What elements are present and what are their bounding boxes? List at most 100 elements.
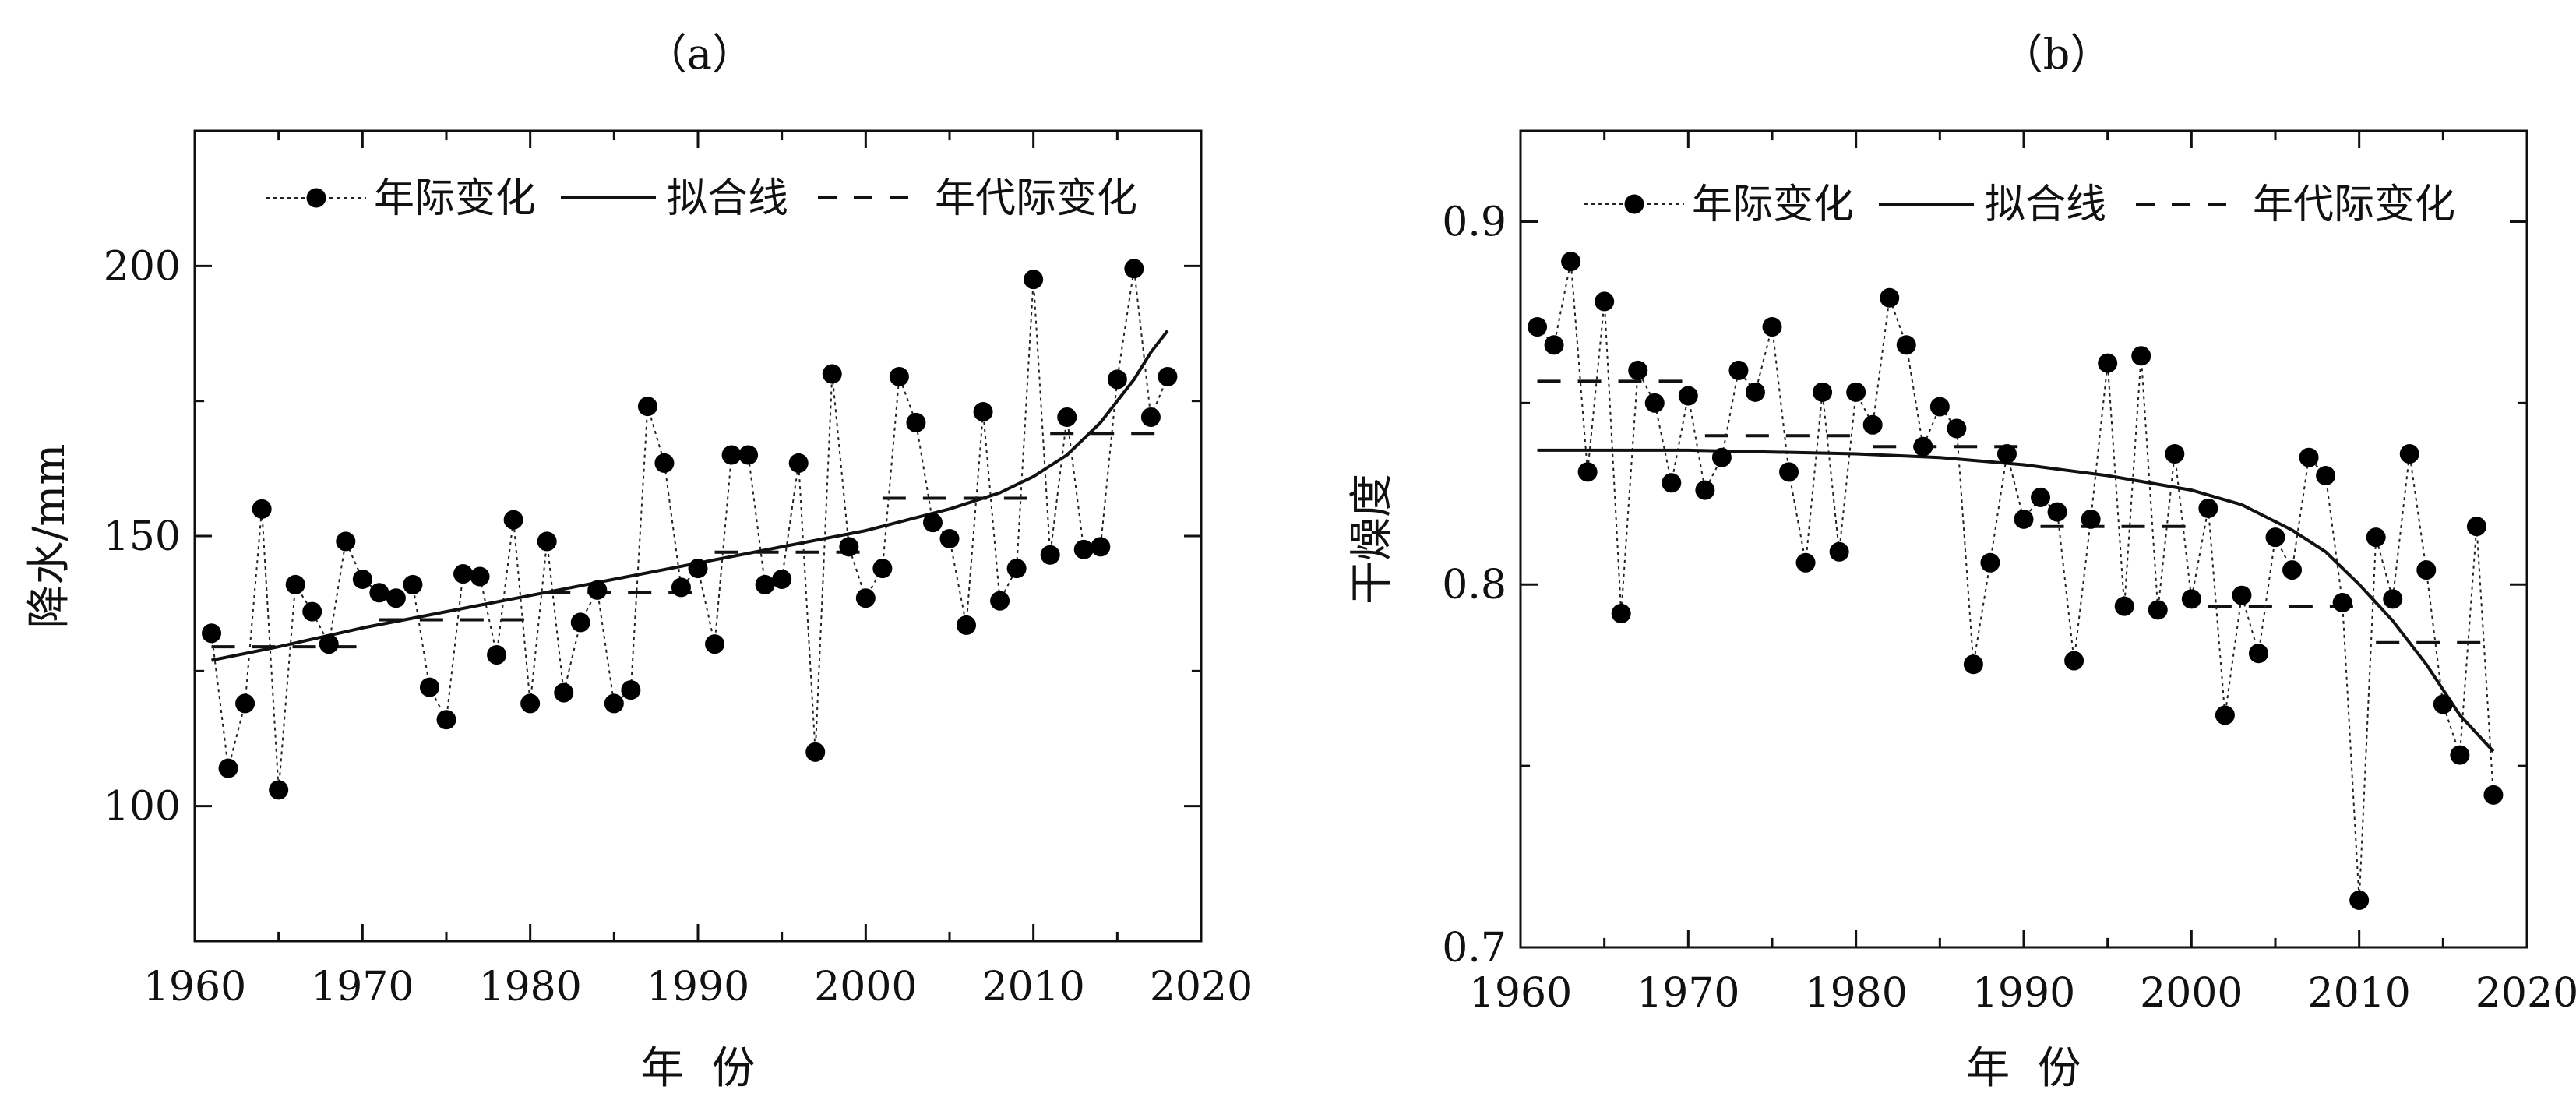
annual-point: [721, 445, 742, 465]
annual-point: [1762, 317, 1782, 337]
annual-point: [2198, 498, 2218, 518]
annual-point: [1745, 382, 1765, 402]
annual-point: [2014, 509, 2034, 529]
annual-point: [805, 742, 826, 762]
annual-point: [1611, 603, 1631, 623]
panel-b-ticks: 1960 1970 1980 1990 2000 2010 2020 0.7 0.8 0.9: [1442, 131, 2576, 1017]
legend-label: 拟合线: [667, 175, 788, 222]
annual-point: [1024, 270, 1044, 290]
annual-series-line: [210, 268, 1168, 790]
annual-point: [2114, 596, 2134, 616]
fit-line: [1537, 448, 2495, 753]
legend-label: 年际变化: [1692, 182, 1854, 228]
legend-annual-marker: [1624, 194, 1644, 214]
annual-point: [587, 580, 608, 600]
annual-point: [302, 601, 322, 622]
annual-point: [2366, 527, 2386, 548]
annual-point: [637, 397, 657, 417]
annual-point: [2466, 517, 2486, 537]
annual-point: [269, 780, 289, 800]
annual-point: [1628, 360, 1648, 380]
panel-b-legend: 年际变化 拟合线 年代际变化: [1584, 182, 2455, 228]
legend-label: 年际变化: [374, 175, 536, 222]
x-tick-label: 1980: [1804, 970, 1907, 1017]
annual-point: [1140, 407, 1161, 427]
annual-point: [772, 569, 792, 589]
x-tick-label: 2020: [2476, 970, 2576, 1017]
annual-point: [2316, 465, 2336, 485]
annual-point: [2332, 593, 2352, 613]
annual-point: [1124, 259, 1144, 279]
annual-point: [688, 559, 708, 579]
y-tick-label: 100: [104, 784, 181, 831]
annual-point: [1947, 418, 1967, 439]
annual-point: [1107, 369, 1127, 390]
annual-point: [2399, 444, 2419, 464]
annual-point: [2098, 353, 2118, 373]
annual-point: [1996, 444, 2017, 464]
annual-point: [537, 531, 557, 552]
x-tick-label: 2020: [1150, 964, 1253, 1010]
annual-point: [1158, 366, 1178, 386]
annual-point: [2483, 785, 2504, 805]
x-tick-label: 2000: [814, 964, 917, 1010]
panel-b-aridity: （b） 1960 1970 1980 1990 2000 2010 2020 0.7 0.8 0.…: [1347, 30, 2576, 1094]
annual-point: [1862, 414, 1883, 435]
annual-point: [570, 612, 590, 633]
annual-point: [1577, 462, 1598, 482]
annual-point: [285, 574, 305, 594]
annual-point: [621, 680, 641, 700]
annual-point: [1040, 545, 1060, 565]
annual-point: [1829, 541, 1849, 562]
annual-point: [1913, 436, 1933, 457]
annual-point: [990, 591, 1010, 611]
annual-point: [839, 537, 859, 557]
annual-point: [386, 588, 406, 608]
annual-point: [922, 513, 943, 533]
annual-point: [1980, 552, 2000, 573]
annual-point: [352, 569, 372, 589]
annual-point: [2232, 585, 2252, 605]
panel-a-y-axis-label: 降水/mm: [24, 443, 75, 628]
annual-point: [2416, 560, 2437, 580]
x-tick-label: 1990: [647, 964, 749, 1010]
annual-point: [1528, 317, 1548, 337]
annual-point: [1711, 447, 1732, 467]
annual-point: [218, 758, 238, 778]
annual-point: [470, 566, 490, 587]
annual-point: [520, 693, 541, 714]
y-tick-label: 0.7: [1442, 925, 1506, 972]
annual-point: [554, 682, 574, 703]
annual-point: [252, 499, 272, 519]
annual-point: [319, 634, 339, 654]
y-tick-label: 200: [104, 243, 181, 290]
annual-point: [1006, 559, 1027, 579]
annual-point: [1880, 287, 1900, 308]
annual-point: [1595, 291, 1615, 312]
y-tick-label: 150: [104, 513, 181, 560]
annual-point: [235, 693, 255, 714]
legend-label: 年代际变化: [935, 175, 1137, 222]
x-tick-label: 1960: [1469, 970, 1572, 1017]
annual-point: [2064, 651, 2084, 671]
annual-point: [738, 445, 759, 465]
annual-point: [906, 412, 926, 432]
annual-point: [855, 588, 876, 608]
panel-a-marks: [202, 259, 1178, 800]
annual-point: [2383, 589, 2403, 609]
annual-point: [1813, 382, 1833, 402]
annual-point: [957, 615, 977, 635]
y-tick-label: 0.8: [1442, 562, 1506, 608]
x-tick-label: 2010: [981, 964, 1084, 1010]
annual-point: [2299, 447, 2319, 467]
annual-point: [503, 510, 523, 530]
annual-point: [2047, 502, 2067, 522]
annual-point: [202, 623, 222, 644]
annual-point: [2131, 346, 2151, 366]
legend-label: 年代际变化: [2253, 182, 2455, 228]
x-tick-label: 2000: [2140, 970, 2243, 1017]
x-tick-label: 1980: [478, 964, 581, 1010]
annual-point: [436, 710, 456, 730]
annual-point: [1846, 382, 1866, 402]
annual-point: [1678, 386, 1698, 406]
